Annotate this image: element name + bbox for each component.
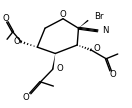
Text: O: O <box>60 10 66 18</box>
Text: N: N <box>102 26 109 35</box>
Polygon shape <box>79 20 89 28</box>
Text: O: O <box>2 14 9 23</box>
Text: O: O <box>57 64 63 73</box>
Text: O: O <box>109 70 116 79</box>
Text: O: O <box>22 93 29 102</box>
Polygon shape <box>52 53 55 69</box>
Text: Br: Br <box>95 12 104 21</box>
Text: O: O <box>13 37 20 46</box>
Text: O: O <box>94 44 100 53</box>
